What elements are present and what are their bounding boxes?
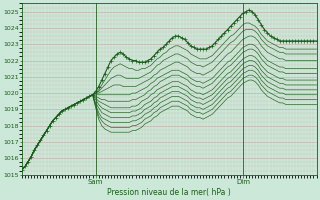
X-axis label: Pression niveau de la mer( hPa ): Pression niveau de la mer( hPa )	[108, 188, 231, 197]
